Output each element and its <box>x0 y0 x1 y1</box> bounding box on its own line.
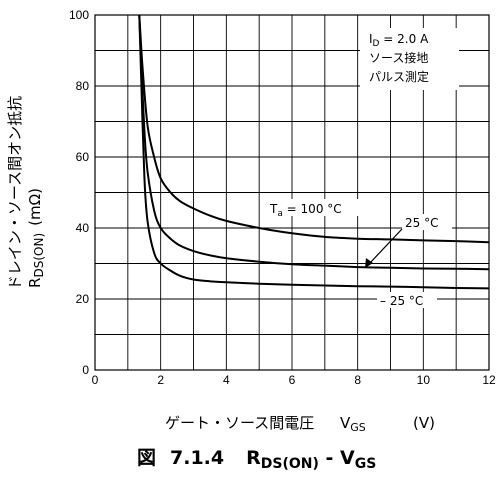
label-m25c-bg <box>377 292 437 308</box>
arrow-25c-line <box>368 228 403 265</box>
x-tick-label: 12 <box>482 373 496 387</box>
label-100c: Ta = 100 °C <box>269 202 342 219</box>
y-tick-label: 60 <box>76 150 90 164</box>
y-tick-label: 20 <box>76 292 90 306</box>
y-tick-label: 40 <box>76 221 90 235</box>
condition-pulse: パルス測定 <box>369 69 429 84</box>
conditions-box: ID = 2.0 A ソース接地 パルス測定 <box>360 28 459 90</box>
curve-100c <box>138 14 490 244</box>
x-tick-label: 8 <box>354 373 361 387</box>
condition-current: ID = 2.0 A <box>369 32 429 49</box>
plot-frame <box>94 14 490 371</box>
label-100c-bg <box>267 199 359 216</box>
x-tick-label: 10 <box>417 373 431 387</box>
curve-annotations: Ta = 100 °C 25 °C – 25 °C <box>267 199 452 308</box>
x-axis-label-symbol: VGS <box>340 414 366 434</box>
x-tick-label: 2 <box>157 373 164 387</box>
x-axis-label-unit: (V) <box>413 414 435 432</box>
y-axis-label-symbol: RDS(ON)(mΩ) <box>26 188 46 288</box>
curve-minus25c <box>138 14 490 290</box>
label-25c: 25 °C <box>405 216 438 230</box>
x-tick-label: 0 <box>92 373 99 387</box>
y-tick-label: 100 <box>69 8 89 22</box>
conditions-box-bg <box>360 28 459 90</box>
x-tick-label: 4 <box>223 373 230 387</box>
axis-ticks: 0 2 4 6 8 10 12 0 20 40 60 80 100 <box>69 8 496 387</box>
label-25c-bg <box>402 214 452 230</box>
y-tick-label: 80 <box>76 79 90 93</box>
x-axis-label-main: ゲート・ソース間電圧 <box>165 414 314 432</box>
x-tick-label: 6 <box>289 373 296 387</box>
condition-source-ground: ソース接地 <box>369 50 428 65</box>
label-m25c: – 25 °C <box>380 294 423 308</box>
y-axis-label-main: ドレイン・ソース間オン抵抗 <box>6 96 24 290</box>
y-tick-label: 0 <box>82 363 89 377</box>
curve-series <box>138 14 490 290</box>
arrow-25c-head <box>365 258 373 268</box>
curve-25c <box>138 14 490 271</box>
figure-caption: 図 7.1.4 RDS(ON) - VGS <box>137 447 376 472</box>
